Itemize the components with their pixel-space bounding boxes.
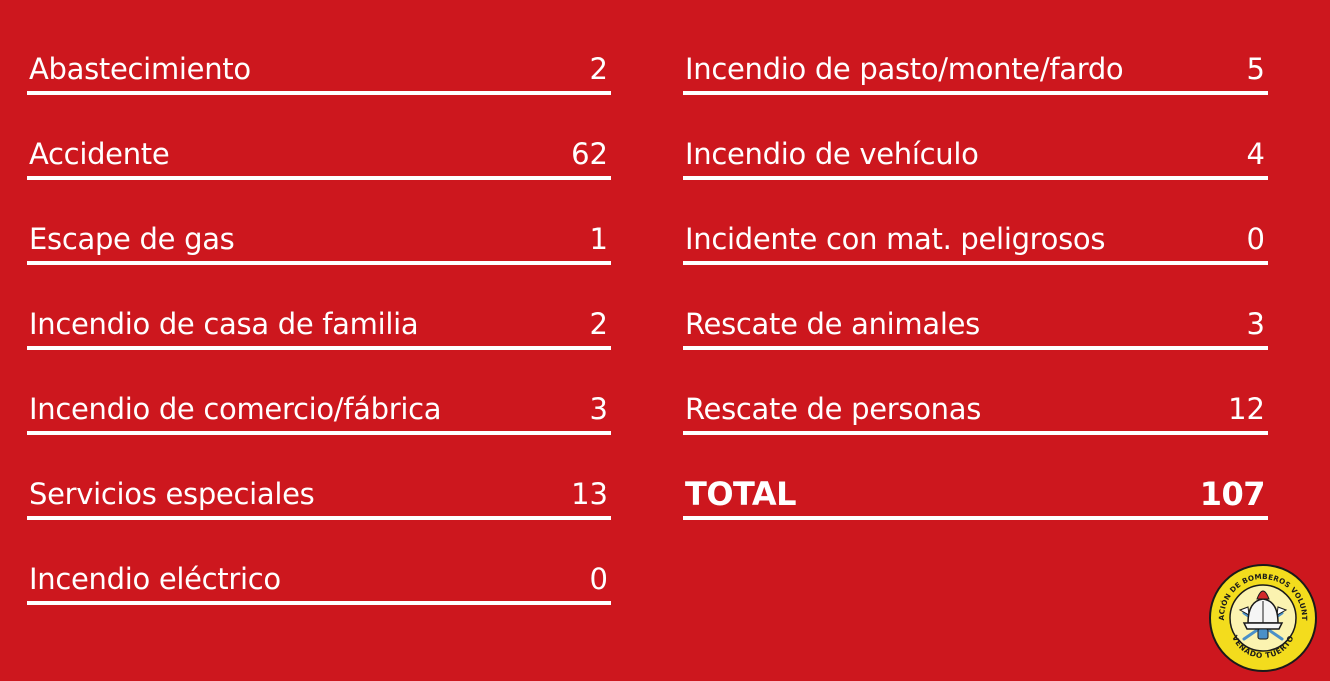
stat-value: 2: [589, 52, 608, 86]
left-column: Abastecimiento 2 Accidente 62 Escape de …: [27, 46, 611, 641]
row-divider: [683, 91, 1268, 95]
stat-label: Incendio de pasto/monte/fardo: [685, 52, 1124, 86]
stat-row-incendio-casa-familia: Incendio de casa de familia 2: [27, 301, 611, 386]
row-divider: [27, 601, 611, 605]
stat-row-servicios-especiales: Servicios especiales 13: [27, 471, 611, 556]
row-divider: [27, 261, 611, 265]
stat-value: 3: [1246, 307, 1265, 341]
row-divider: [683, 431, 1268, 435]
firefighters-association-logo: ASOCIACIÓN DE BOMBEROS VOLUNTARIOS VENAD…: [1205, 556, 1318, 673]
stat-label: Rescate de animales: [685, 307, 980, 341]
stat-label: Incendio de vehículo: [685, 137, 979, 171]
stat-value: 4: [1246, 137, 1265, 171]
row-divider: [683, 261, 1268, 265]
stat-label: Abastecimiento: [29, 52, 251, 86]
stat-label: Incendio eléctrico: [29, 562, 281, 596]
stat-value: 12: [1228, 392, 1265, 426]
stat-row-rescate-animales: Rescate de animales 3: [683, 301, 1268, 386]
stat-label: Accidente: [29, 137, 170, 171]
stat-row-incidente-mat-peligrosos: Incidente con mat. peligrosos 0: [683, 216, 1268, 301]
stat-value: 1: [589, 222, 608, 256]
stat-row-incendio-comercio-fabrica: Incendio de comercio/fábrica 3: [27, 386, 611, 471]
stat-label: Incidente con mat. peligrosos: [685, 222, 1106, 256]
total-value: 107: [1199, 475, 1266, 513]
row-divider: [27, 431, 611, 435]
row-divider: [27, 176, 611, 180]
stat-row-incendio-vehiculo: Incendio de vehículo 4: [683, 131, 1268, 216]
total-label: TOTAL: [685, 475, 797, 513]
total-row: TOTAL 107: [683, 471, 1268, 556]
stat-row-rescate-personas: Rescate de personas 12: [683, 386, 1268, 471]
stat-row-incendio-pasto: Incendio de pasto/monte/fardo 5: [683, 46, 1268, 131]
stat-value: 3: [589, 392, 608, 426]
row-divider: [683, 176, 1268, 180]
stat-label: Servicios especiales: [29, 477, 315, 511]
stat-label: Incendio de comercio/fábrica: [29, 392, 442, 426]
stat-row-escape-de-gas: Escape de gas 1: [27, 216, 611, 301]
row-divider: [683, 516, 1268, 520]
stat-row-incendio-electrico: Incendio eléctrico 0: [27, 556, 611, 641]
stat-value: 0: [1246, 222, 1265, 256]
row-divider: [27, 516, 611, 520]
row-divider: [27, 91, 611, 95]
logo-seal-icon: ASOCIACIÓN DE BOMBEROS VOLUNTARIOS VENAD…: [1205, 556, 1317, 672]
stat-value: 13: [571, 477, 608, 511]
stat-row-abastecimiento: Abastecimiento 2: [27, 46, 611, 131]
stat-label: Incendio de casa de familia: [29, 307, 419, 341]
stat-value: 2: [589, 307, 608, 341]
row-divider: [683, 346, 1268, 350]
row-divider: [27, 346, 611, 350]
stat-value: 5: [1246, 52, 1265, 86]
stat-row-accidente: Accidente 62: [27, 131, 611, 216]
stat-label: Escape de gas: [29, 222, 235, 256]
stat-value: 62: [571, 137, 608, 171]
stat-label: Rescate de personas: [685, 392, 981, 426]
stat-value: 0: [589, 562, 608, 596]
right-column: Incendio de pasto/monte/fardo 5 Incendio…: [683, 46, 1268, 556]
